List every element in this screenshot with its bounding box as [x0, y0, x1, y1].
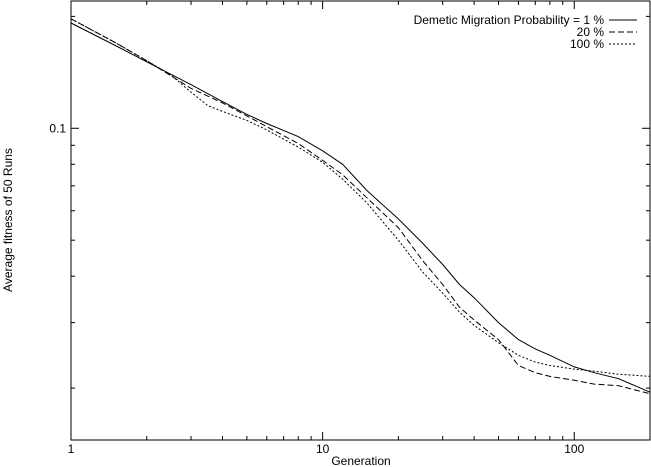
y-axis-label: Average fitness of 50 Runs	[1, 148, 15, 292]
y-tick-label: 0.1	[49, 121, 66, 135]
x-tick-label: 10	[316, 442, 330, 456]
legend: Demetic Migration Probability = 1 %20 %1…	[414, 13, 637, 51]
x-axis-ticks: 1 10 100	[68, 1, 651, 456]
series-line-2	[70, 18, 651, 395]
y-axis-ticks: 0.1	[49, 15, 650, 389]
series-line-1	[70, 22, 651, 393]
x-axis-label: Generation	[331, 454, 390, 467]
legend-label: 20 %	[577, 25, 605, 39]
legend-label: 100 %	[570, 37, 604, 51]
x-tick-label: 1	[68, 442, 75, 456]
legend-label: Demetic Migration Probability = 1 %	[414, 13, 605, 27]
plot-frame	[70, 0, 651, 441]
x-tick-label: 100	[564, 442, 584, 456]
series-lines	[70, 18, 651, 395]
series-line-3	[70, 18, 651, 377]
